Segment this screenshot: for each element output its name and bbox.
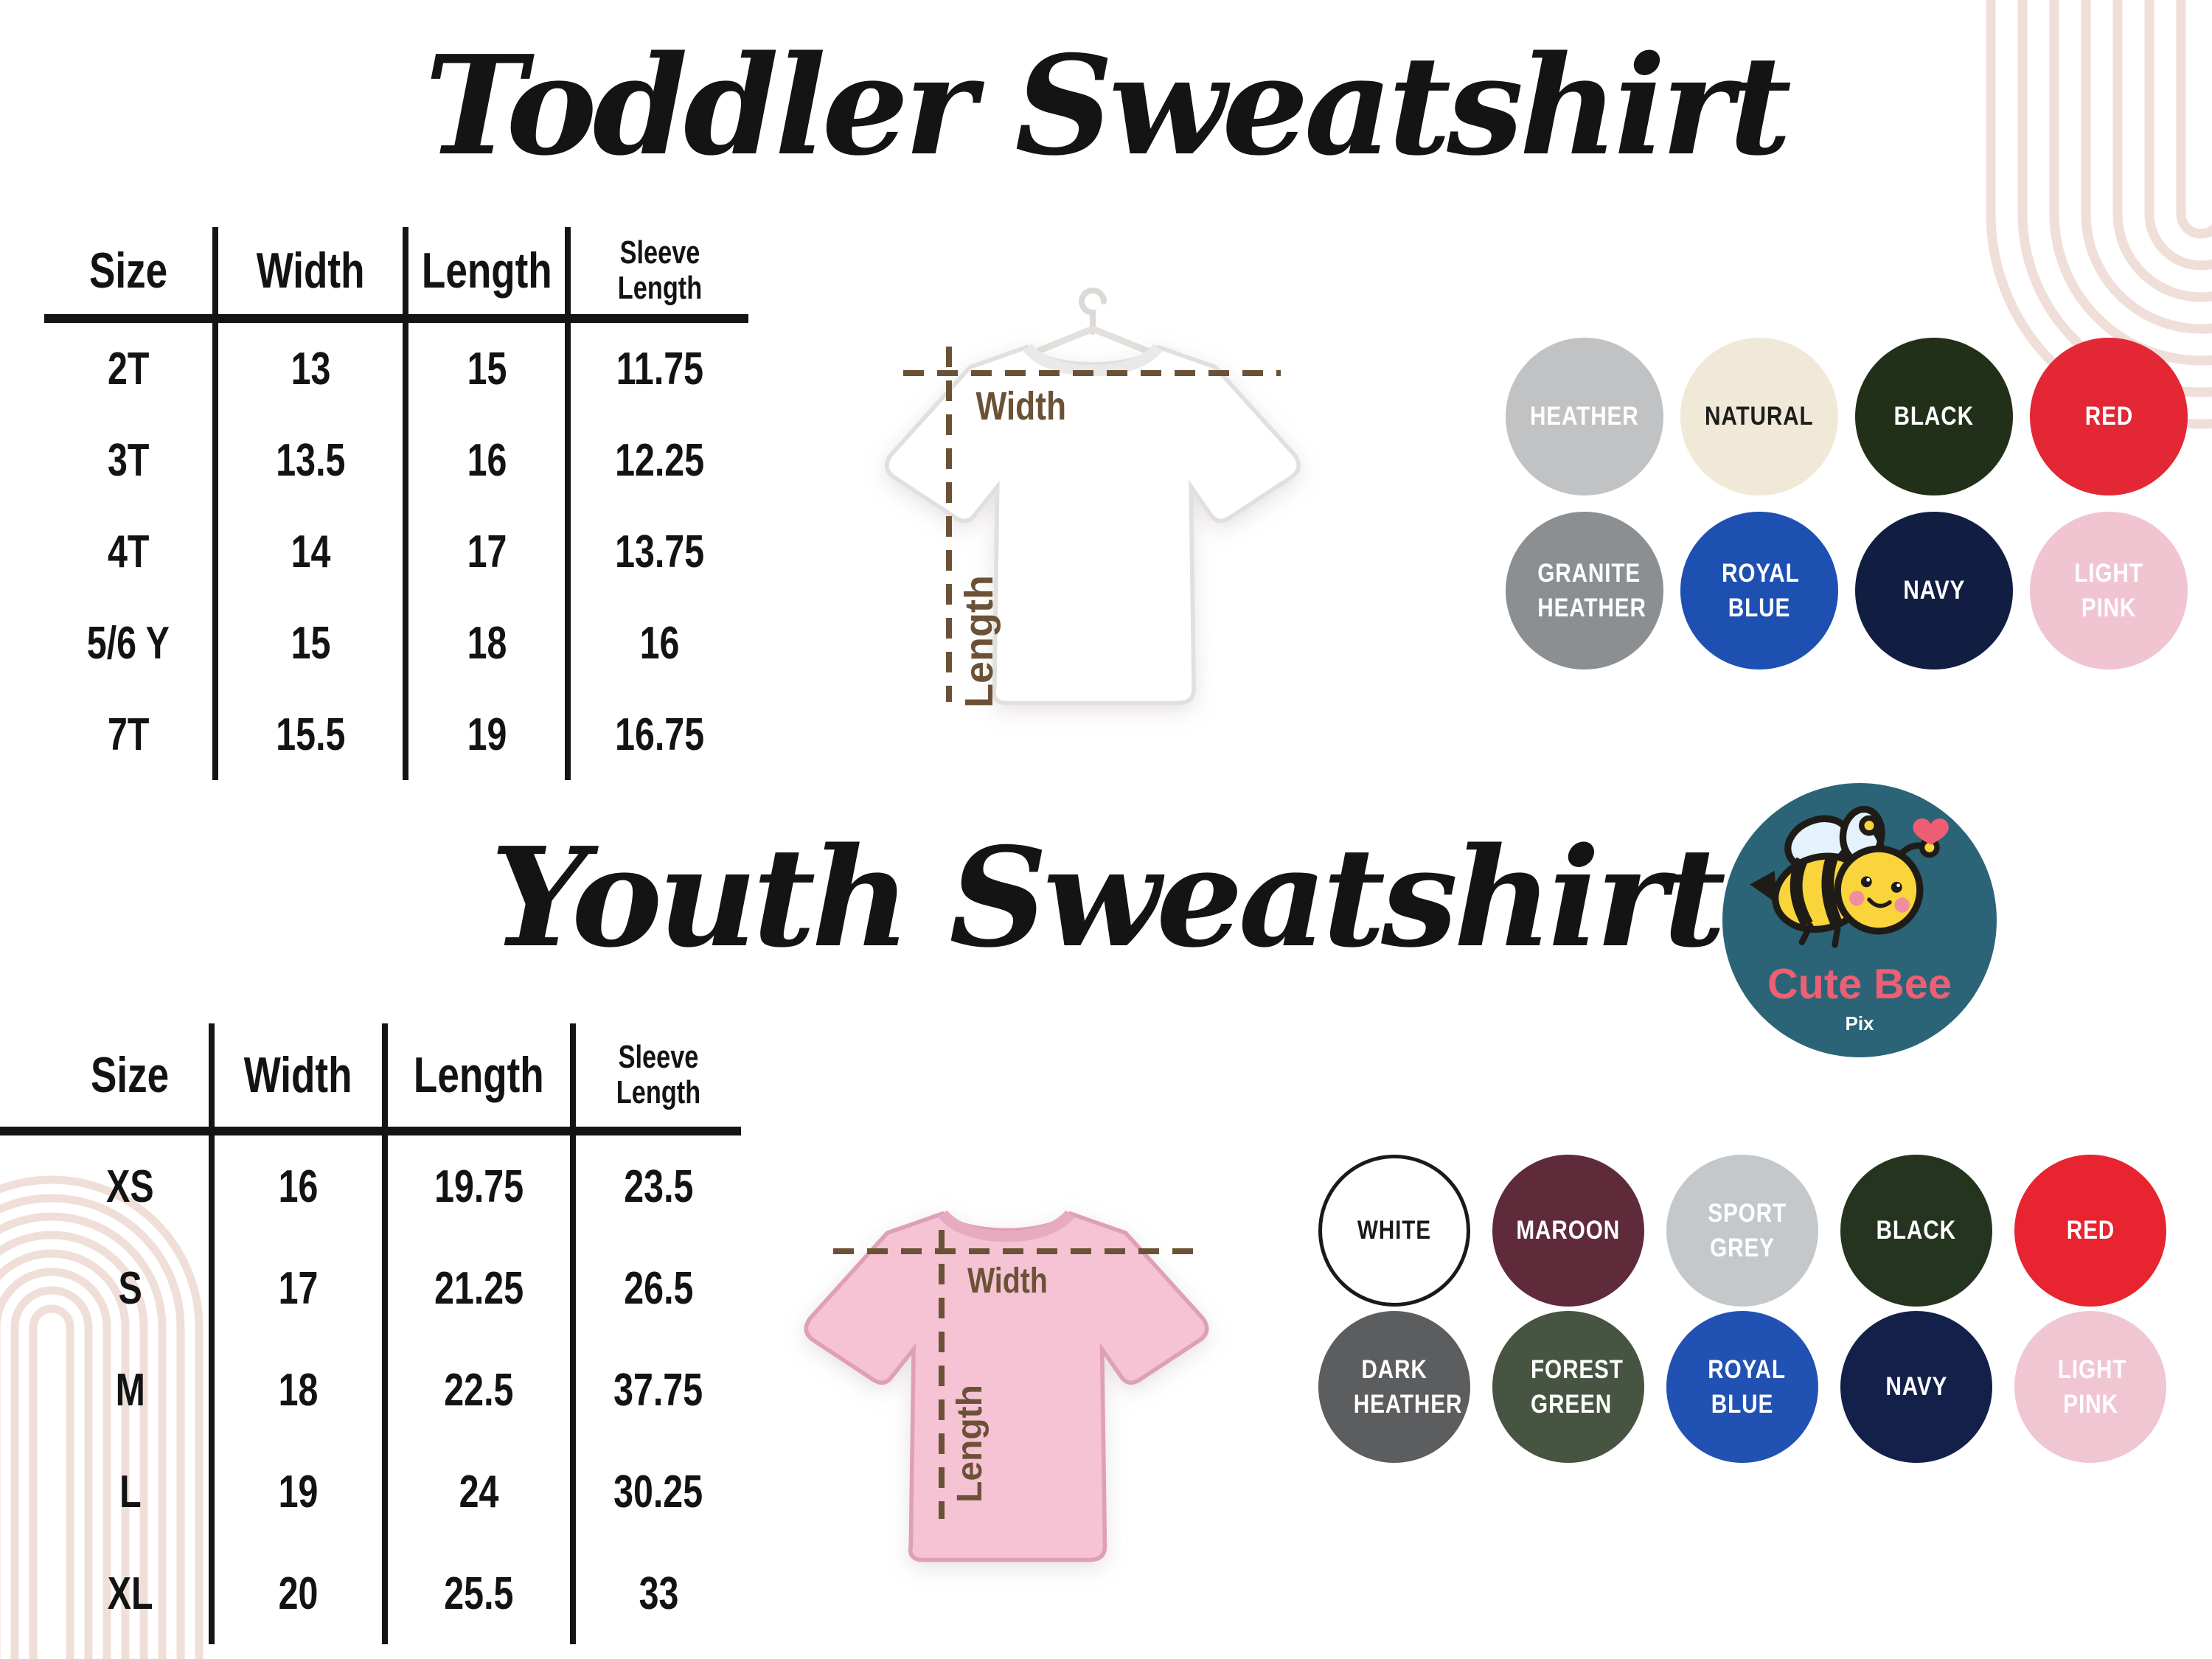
table-cell: 14 xyxy=(218,506,408,597)
column-header-sleeve-length: Sleeve Length xyxy=(571,227,748,323)
table-cell: 19 xyxy=(215,1441,388,1543)
logo-sub-text: Pix xyxy=(1845,1012,1874,1034)
color-swatch-sport-grey: SPORT GREY xyxy=(1666,1155,1818,1307)
youth-section-title: Youth Sweatshirt xyxy=(490,817,1726,978)
table-cell: 17 xyxy=(215,1237,388,1339)
table-cell: 20 xyxy=(215,1543,388,1644)
youth-tshirt-image xyxy=(804,1209,1209,1562)
color-swatch-black: BLACK xyxy=(1840,1155,1992,1307)
table-cell: 15 xyxy=(218,597,408,689)
table-cell: M xyxy=(0,1339,215,1441)
cute-bee-pix-logo: Cute Bee Pix xyxy=(1722,783,1997,1057)
table-cell: 26.5 xyxy=(623,1262,694,1314)
table-cell: 18 xyxy=(408,597,571,689)
length-measure-label: Length xyxy=(957,575,1001,708)
table-cell: 15.5 xyxy=(218,689,408,780)
table-cell: 3T xyxy=(44,414,218,506)
toddler-size-table: Size Width Length Sleeve Length 2T 13 15… xyxy=(44,227,748,780)
toddler-color-options: HEATHER NATURAL BLACK RED GRANITE HEATHE… xyxy=(1506,338,2188,669)
table-cell: L xyxy=(0,1441,215,1543)
table-cell: 25.5 xyxy=(388,1543,576,1644)
color-swatch-red: RED xyxy=(2030,338,2188,495)
table-cell: 7T xyxy=(44,689,218,780)
table-cell: 11.75 xyxy=(616,343,703,394)
color-swatch-dark-heather: DARK HEATHER xyxy=(1318,1311,1470,1463)
table-cell: 23.5 xyxy=(623,1161,694,1212)
color-swatch-heather: HEATHER xyxy=(1506,338,1663,495)
table-cell: 24 xyxy=(388,1441,576,1543)
column-header-sleeve-length: Sleeve Length xyxy=(576,1023,741,1135)
table-cell: 16 xyxy=(215,1135,388,1237)
table-cell: 33 xyxy=(639,1568,678,1619)
toddler-shirt-measure-diagram: Width Length xyxy=(879,286,1307,736)
color-swatch-light-pink: LIGHT PINK xyxy=(2030,512,2188,669)
table-cell: 13.75 xyxy=(614,526,705,577)
width-measure-label: Width xyxy=(975,384,1067,428)
bee-icon xyxy=(1750,805,1949,948)
table-cell: 13.5 xyxy=(218,414,408,506)
youth-size-table: Size Width Length Sleeve Length XS 16 19… xyxy=(0,1023,741,1644)
table-cell: XL xyxy=(0,1543,215,1644)
column-header-width: Width xyxy=(215,1023,388,1135)
width-measure-line xyxy=(833,1248,1197,1254)
color-swatch-red: RED xyxy=(2014,1155,2166,1307)
table-cell: 4T xyxy=(44,506,218,597)
color-swatch-natural: NATURAL xyxy=(1680,338,1838,495)
table-cell: 21.25 xyxy=(388,1237,576,1339)
table-cell: 13 xyxy=(218,323,408,414)
table-cell: 19.75 xyxy=(388,1135,576,1237)
color-swatch-navy: NAVY xyxy=(1855,512,2013,669)
heart-icon xyxy=(1913,818,1949,845)
table-cell: 12.25 xyxy=(614,434,705,486)
table-cell: 2T xyxy=(44,323,218,414)
toddler-section-title: Toddler Sweatshirt xyxy=(424,25,1792,186)
column-header-size: Size xyxy=(0,1023,215,1135)
table-cell: 30.25 xyxy=(613,1466,703,1517)
column-header-size: Size xyxy=(44,227,218,323)
length-measure-line xyxy=(939,1230,945,1519)
color-swatch-maroon: MAROON xyxy=(1492,1155,1644,1307)
color-swatch-granite-heather: GRANITE HEATHER xyxy=(1506,512,1663,669)
table-cell: 37.75 xyxy=(613,1364,703,1416)
color-swatch-forest-green: FOREST GREEN xyxy=(1492,1311,1644,1463)
table-cell: S xyxy=(0,1237,215,1339)
table-cell: 22.5 xyxy=(388,1339,576,1441)
column-header-width: Width xyxy=(218,227,408,323)
youth-shirt-measure-diagram: Width Length xyxy=(796,1189,1217,1590)
table-cell: 18 xyxy=(215,1339,388,1441)
table-cell: 19 xyxy=(408,689,571,780)
column-header-length: Length xyxy=(388,1023,576,1135)
youth-color-options: WHITE MAROON SPORT GREY BLACK RED DARK H… xyxy=(1318,1155,2166,1463)
color-swatch-royal-blue: ROYAL BLUE xyxy=(1666,1311,1818,1463)
table-cell: XS xyxy=(0,1135,215,1237)
table-cell: 17 xyxy=(408,506,571,597)
table-cell: 15 xyxy=(408,323,571,414)
toddler-tshirt-image xyxy=(885,343,1301,706)
color-swatch-royal-blue: ROYAL BLUE xyxy=(1680,512,1838,669)
table-cell: 16 xyxy=(408,414,571,506)
color-swatch-white: WHITE xyxy=(1318,1155,1470,1307)
width-measure-label: Width xyxy=(967,1262,1048,1301)
color-swatch-light-pink: LIGHT PINK xyxy=(2014,1311,2166,1463)
width-measure-line xyxy=(903,370,1281,376)
table-cell: 16 xyxy=(639,617,680,669)
length-measure-line xyxy=(946,347,952,702)
color-swatch-navy: NAVY xyxy=(1840,1311,1992,1463)
logo-brand-text: Cute Bee xyxy=(1767,961,1952,1008)
table-cell: 16.75 xyxy=(614,709,705,760)
length-measure-label: Length xyxy=(950,1385,990,1503)
color-swatch-black: BLACK xyxy=(1855,338,2013,495)
column-header-length: Length xyxy=(408,227,571,323)
table-cell: 5/6 Y xyxy=(44,597,218,689)
